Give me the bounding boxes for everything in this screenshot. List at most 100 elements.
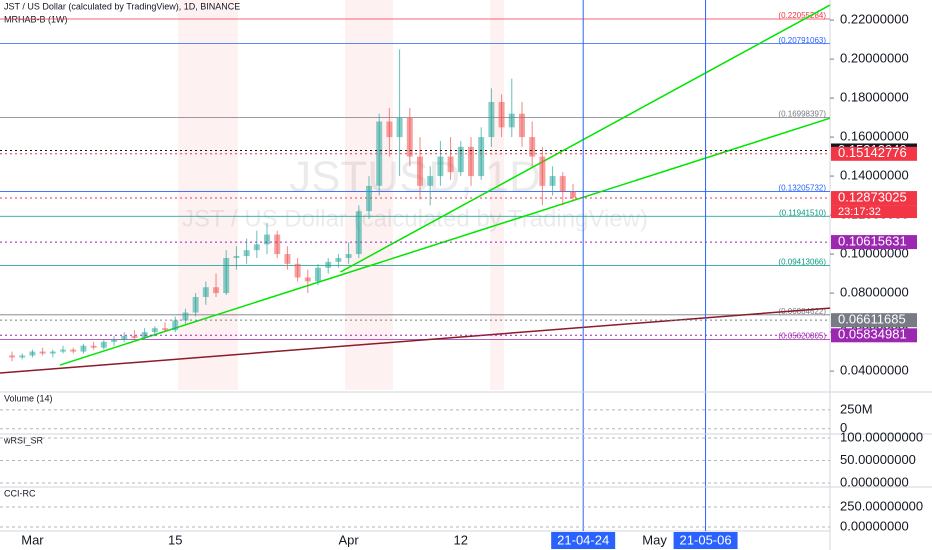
candle-body [529, 137, 536, 157]
panel-tick-label: 250M [840, 401, 873, 416]
price-label: 0.05834981 [838, 327, 907, 342]
candle-body [90, 345, 97, 348]
level-label: (0.13205732) [778, 184, 826, 193]
y-tick-label: 0.18000000 [840, 90, 909, 105]
candle-body [549, 176, 556, 186]
panel-tick-label: 0 [840, 420, 847, 435]
candle-body [488, 101, 495, 138]
level-label: (0.09413066) [778, 258, 826, 267]
candle-body [151, 328, 158, 333]
candle-body [233, 256, 240, 258]
candle-body [141, 332, 148, 338]
candle-body [131, 335, 138, 338]
candle-body [294, 263, 301, 278]
candle-body [416, 156, 423, 186]
level-label: (0.16998397) [778, 110, 826, 119]
candle-body [162, 328, 169, 331]
candle-body [172, 320, 179, 331]
candle-body [325, 261, 332, 268]
x-tick-label: Mar [21, 532, 44, 547]
price-label: 0.12873025 [838, 189, 907, 204]
candle-body [478, 137, 485, 177]
candle-body [355, 211, 362, 255]
candle-body [518, 113, 525, 138]
panel-title: CCI-RC [4, 488, 36, 498]
price-label: 0.06611685 [838, 312, 906, 327]
candle-body [111, 339, 118, 342]
candle-body [539, 156, 546, 186]
candle-body [345, 254, 352, 258]
price-label-bg [831, 235, 917, 250]
x-tick-highlight [673, 532, 738, 549]
candle-body [19, 355, 26, 358]
price-label-bg [831, 191, 917, 206]
candle-body [559, 176, 566, 192]
candle-body [60, 349, 67, 352]
watermark-description: JST / US Dollar (calculated by TradingVi… [182, 205, 648, 232]
candle-body [498, 101, 505, 128]
candle-body [9, 355, 16, 358]
candle-body [202, 287, 209, 297]
y-tick-label: 0.22000000 [840, 12, 909, 27]
candle-body [447, 156, 454, 173]
candle-body [253, 244, 260, 251]
panel-tick-label: 0.00000000 [840, 474, 909, 489]
countdown: 23:17:32 [838, 206, 881, 218]
highlight-band [178, 0, 238, 390]
price-label-bg [831, 313, 917, 328]
level-label: (0.22055284) [778, 11, 826, 20]
candle-body [366, 185, 373, 212]
header-title: JST / US Dollar (calculated by TradingVi… [4, 1, 240, 11]
panel-tick-label: 0.00000000 [840, 518, 909, 533]
trend-line [0, 307, 831, 374]
candle-body [121, 335, 128, 340]
price-label-bg [831, 328, 917, 343]
candle-body [70, 349, 77, 352]
y-tick-label: 0.10000000 [840, 246, 909, 261]
candle-body [437, 156, 444, 177]
candle-body [243, 250, 250, 257]
x-tick-highlight [551, 532, 616, 549]
candle-body [213, 287, 220, 294]
panel-tick-label: 250.00000000 [840, 498, 923, 513]
candle-body [508, 113, 515, 128]
x-tick-label: May [642, 532, 667, 547]
y-tick-label: 0.08000000 [840, 285, 909, 300]
y-tick-label: 0.16000000 [840, 129, 909, 144]
y-tick-label: 0.14000000 [840, 168, 909, 183]
x-tick-label: 21-04-24 [557, 532, 609, 547]
x-tick-label: Apr [338, 532, 359, 547]
candle-body [49, 351, 56, 354]
panel-tick-label: 100.00000000 [840, 429, 923, 444]
candle-body [386, 121, 393, 138]
level-label: (0.05620805) [778, 332, 826, 341]
candle-body [80, 345, 87, 352]
candle-body [406, 117, 413, 157]
y-tick-label: 0.04000000 [840, 363, 909, 378]
candle-body [192, 296, 199, 313]
level-label: (0.06884622) [778, 307, 826, 316]
panel-tick-label: 50.00000000 [840, 452, 916, 467]
level-label: (0.11941510) [779, 208, 826, 217]
x-tick-label: 21-05-06 [680, 532, 732, 547]
candle-body [427, 176, 434, 186]
watermark-symbol: JSTUSD, 1D [289, 153, 541, 202]
trend-line [340, 4, 831, 273]
candle-body [39, 351, 46, 354]
trend-line [59, 117, 831, 366]
candle-body [304, 277, 311, 282]
price-label: 0.10615631 [838, 234, 907, 249]
level-label: (0.20791063) [778, 36, 826, 45]
candle-body [284, 254, 291, 264]
candle-body [396, 117, 403, 138]
candle-body [467, 146, 474, 177]
x-tick-label: 12 [454, 532, 468, 547]
candle-body [100, 341, 107, 348]
x-tick-label: 15 [168, 532, 182, 547]
panel-title: Volume (14) [4, 393, 53, 403]
price-label-bg [831, 146, 917, 161]
candle-body [182, 312, 189, 321]
candle-body [315, 267, 322, 282]
candle-body [264, 234, 271, 245]
